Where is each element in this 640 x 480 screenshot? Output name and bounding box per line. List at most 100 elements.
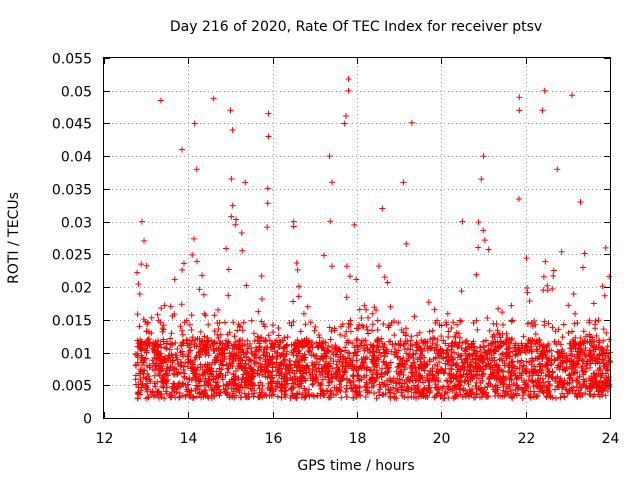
x-tick-label: 20	[433, 431, 451, 447]
data-point	[475, 375, 482, 382]
data-point	[602, 392, 609, 399]
data-point	[434, 350, 441, 357]
data-point	[578, 384, 585, 391]
data-point	[353, 394, 360, 401]
data-point	[604, 363, 611, 370]
data-point	[324, 366, 331, 373]
data-point	[563, 359, 570, 366]
data-point	[150, 393, 157, 400]
data-point	[151, 380, 158, 387]
data-point	[215, 306, 222, 313]
data-point	[603, 347, 610, 354]
data-point	[264, 185, 271, 192]
data-point	[389, 341, 396, 348]
data-point	[267, 374, 274, 381]
data-point	[519, 395, 526, 402]
data-point	[404, 338, 411, 345]
data-point	[237, 337, 244, 344]
data-point	[179, 339, 186, 346]
data-point	[327, 218, 334, 225]
data-point	[575, 361, 582, 368]
data-point	[342, 347, 349, 354]
y-tick-label: 0.035	[52, 183, 92, 199]
data-point	[411, 373, 418, 380]
data-point	[188, 387, 195, 394]
data-point	[587, 339, 594, 346]
data-point	[454, 366, 461, 373]
data-point	[353, 276, 360, 283]
data-point	[303, 369, 310, 376]
data-point	[286, 319, 293, 326]
data-point	[444, 310, 451, 317]
data-point	[432, 361, 439, 368]
data-point	[457, 317, 464, 324]
data-point	[244, 337, 251, 344]
data-point	[331, 325, 338, 332]
data-point	[215, 335, 222, 342]
data-point	[322, 352, 329, 359]
data-point	[250, 330, 257, 337]
data-point	[504, 335, 511, 342]
data-point	[205, 352, 212, 359]
data-point	[594, 379, 601, 386]
data-point	[518, 357, 525, 364]
data-point	[159, 357, 166, 364]
data-point	[341, 333, 348, 340]
data-point	[429, 327, 436, 334]
data-point	[245, 362, 252, 369]
data-point	[548, 373, 555, 380]
data-point	[574, 320, 581, 327]
data-point	[388, 348, 395, 355]
data-point	[199, 272, 206, 279]
data-point	[256, 343, 263, 350]
data-point	[495, 371, 502, 378]
data-point	[429, 365, 436, 372]
data-point	[417, 350, 424, 357]
data-point	[198, 340, 205, 347]
data-point	[539, 376, 546, 383]
data-point	[405, 388, 412, 395]
data-point	[579, 367, 586, 374]
data-point	[483, 393, 490, 400]
data-point	[435, 386, 442, 393]
data-point	[555, 362, 562, 369]
data-point	[413, 368, 420, 375]
data-point	[436, 321, 443, 328]
data-point	[146, 340, 153, 347]
data-point	[287, 394, 294, 401]
data-point	[269, 344, 276, 351]
data-point	[185, 358, 192, 365]
data-point	[524, 320, 531, 327]
data-point	[464, 390, 471, 397]
data-point	[186, 344, 193, 351]
data-point	[259, 371, 266, 378]
data-point	[505, 345, 512, 352]
data-point	[282, 356, 289, 363]
data-point	[391, 332, 398, 339]
data-point	[273, 355, 280, 362]
data-point	[465, 343, 472, 350]
data-point	[236, 323, 243, 330]
data-point	[226, 329, 233, 336]
data-point	[344, 355, 351, 362]
data-point	[448, 324, 455, 331]
data-point	[432, 319, 439, 326]
data-point	[233, 345, 240, 352]
data-point	[323, 358, 330, 365]
data-point	[498, 355, 505, 362]
data-point	[295, 283, 302, 290]
data-point	[482, 337, 489, 344]
data-point	[303, 363, 310, 370]
data-point	[284, 341, 291, 348]
data-point	[343, 394, 350, 401]
data-point	[147, 378, 154, 385]
data-point	[259, 387, 266, 394]
data-point	[204, 361, 211, 368]
data-point	[565, 389, 572, 396]
data-point	[272, 380, 279, 387]
data-point	[403, 240, 410, 247]
data-point	[351, 344, 358, 351]
data-point	[453, 383, 460, 390]
data-point	[601, 292, 608, 299]
data-point	[508, 370, 515, 377]
